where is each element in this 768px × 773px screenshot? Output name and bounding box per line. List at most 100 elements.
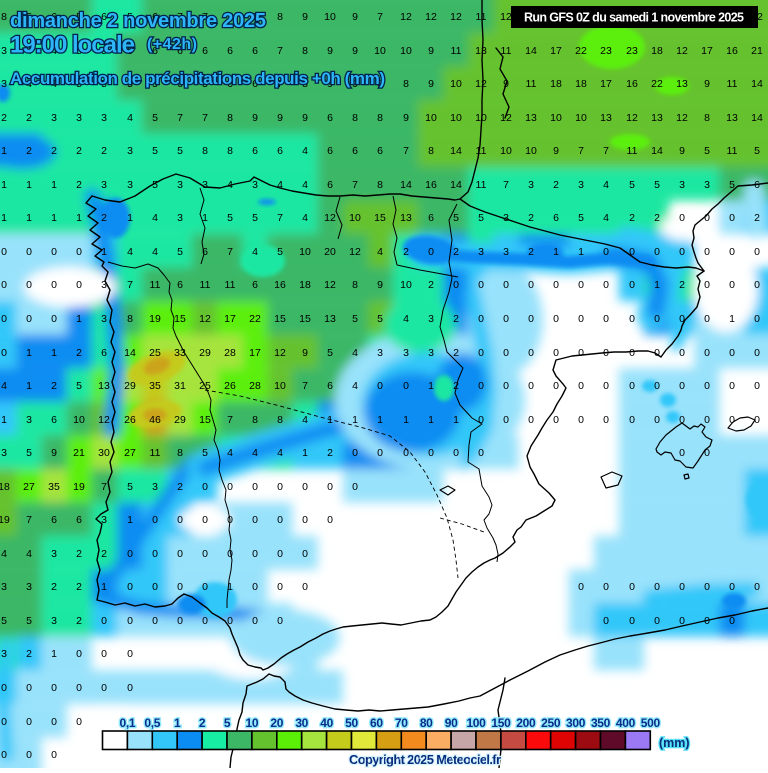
svg-text:7: 7 (227, 414, 233, 426)
svg-text:13: 13 (475, 45, 487, 57)
svg-text:1: 1 (51, 347, 57, 359)
svg-text:0: 0 (553, 414, 559, 426)
svg-text:0: 0 (729, 581, 735, 593)
svg-text:0: 0 (76, 682, 82, 694)
svg-text:19: 19 (73, 481, 85, 493)
svg-text:20: 20 (324, 246, 336, 258)
svg-text:0: 0 (578, 414, 584, 426)
svg-text:3: 3 (127, 179, 133, 191)
svg-text:14: 14 (751, 78, 763, 90)
svg-text:12: 12 (98, 414, 110, 426)
svg-text:4: 4 (26, 548, 32, 560)
svg-text:0: 0 (603, 313, 609, 325)
svg-text:0: 0 (578, 279, 584, 291)
svg-text:17: 17 (224, 313, 236, 325)
svg-text:0: 0 (26, 682, 32, 694)
svg-text:0: 0 (1, 313, 7, 325)
svg-text:3: 3 (127, 145, 133, 157)
svg-text:9: 9 (679, 145, 685, 157)
svg-text:16: 16 (425, 179, 437, 191)
svg-text:11: 11 (476, 145, 487, 157)
svg-text:(mm): (mm) (659, 736, 690, 750)
svg-text:3: 3 (101, 279, 107, 291)
svg-text:3: 3 (1, 648, 7, 660)
svg-text:0: 0 (528, 414, 534, 426)
svg-text:5: 5 (352, 313, 358, 325)
svg-text:4: 4 (127, 246, 133, 258)
svg-text:0: 0 (1, 682, 7, 694)
svg-text:11: 11 (150, 279, 161, 291)
svg-text:40: 40 (320, 716, 333, 730)
svg-text:3: 3 (1, 447, 7, 459)
svg-text:0: 0 (26, 749, 32, 761)
svg-text:4: 4 (603, 212, 609, 224)
svg-text:0: 0 (528, 279, 534, 291)
svg-text:26: 26 (224, 380, 236, 392)
svg-text:11: 11 (526, 78, 537, 90)
svg-text:2: 2 (428, 279, 434, 291)
svg-text:27: 27 (23, 481, 35, 493)
svg-text:0: 0 (51, 313, 57, 325)
svg-text:10: 10 (450, 78, 462, 90)
svg-text:0: 0 (127, 548, 133, 560)
svg-text:1: 1 (51, 648, 57, 660)
svg-text:5: 5 (478, 212, 484, 224)
svg-text:0: 0 (1, 716, 7, 728)
svg-text:35: 35 (48, 481, 60, 493)
svg-text:8: 8 (352, 112, 358, 124)
svg-text:18: 18 (299, 279, 311, 291)
svg-text:19: 19 (149, 313, 161, 325)
svg-text:7: 7 (277, 45, 283, 57)
svg-text:1: 1 (1, 179, 7, 191)
svg-text:0: 0 (528, 313, 534, 325)
svg-text:10: 10 (450, 112, 462, 124)
svg-text:0: 0 (127, 615, 133, 627)
svg-text:0: 0 (127, 648, 133, 660)
svg-text:12: 12 (274, 347, 286, 359)
svg-text:8: 8 (1, 11, 7, 23)
svg-text:8: 8 (277, 11, 283, 23)
svg-text:10: 10 (475, 112, 487, 124)
svg-text:0: 0 (729, 347, 735, 359)
svg-text:0: 0 (603, 414, 609, 426)
svg-text:300: 300 (566, 716, 586, 730)
svg-text:9: 9 (377, 279, 383, 291)
svg-text:4: 4 (377, 246, 383, 258)
svg-text:12: 12 (626, 112, 638, 124)
svg-text:0: 0 (729, 212, 735, 224)
svg-text:0: 0 (704, 246, 710, 258)
svg-text:2: 2 (51, 581, 57, 593)
svg-text:0: 0 (1, 347, 7, 359)
svg-text:2: 2 (76, 347, 82, 359)
svg-text:7: 7 (101, 481, 107, 493)
svg-text:8: 8 (202, 145, 208, 157)
svg-text:0: 0 (478, 447, 484, 459)
svg-text:10: 10 (374, 45, 386, 57)
svg-text:4: 4 (1, 380, 7, 392)
svg-text:1: 1 (227, 581, 233, 593)
svg-text:0: 0 (478, 414, 484, 426)
svg-text:2: 2 (101, 548, 107, 560)
svg-text:1: 1 (76, 313, 82, 325)
svg-text:1: 1 (127, 514, 133, 526)
svg-text:7: 7 (403, 145, 409, 157)
svg-text:8: 8 (352, 279, 358, 291)
svg-text:1: 1 (26, 380, 32, 392)
svg-text:0: 0 (202, 481, 208, 493)
svg-text:1: 1 (377, 414, 383, 426)
svg-text:0: 0 (679, 414, 685, 426)
svg-text:0: 0 (51, 716, 57, 728)
svg-text:11: 11 (451, 45, 462, 57)
svg-text:0: 0 (352, 481, 358, 493)
svg-text:0: 0 (679, 447, 685, 459)
svg-text:6: 6 (252, 279, 258, 291)
svg-text:7: 7 (302, 380, 308, 392)
svg-text:14: 14 (450, 145, 462, 157)
svg-text:0: 0 (654, 380, 660, 392)
svg-text:2: 2 (26, 648, 32, 660)
svg-text:4: 4 (252, 246, 258, 258)
svg-text:500: 500 (641, 716, 661, 730)
svg-text:1: 1 (327, 414, 333, 426)
svg-text:0: 0 (302, 581, 308, 593)
svg-text:0: 0 (51, 279, 57, 291)
